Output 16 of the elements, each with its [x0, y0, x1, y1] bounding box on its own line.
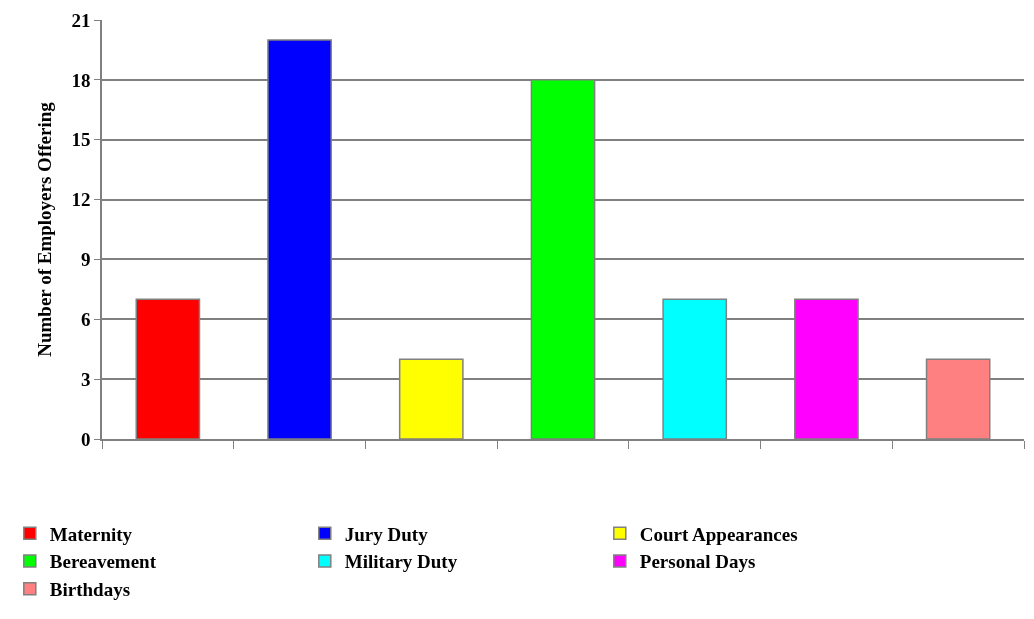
y-tick-label: 18 [71, 69, 91, 91]
legend-label: Maternity [49, 523, 133, 545]
y-tick-label: 3 [80, 368, 91, 390]
legend-label: Jury Duty [344, 523, 429, 545]
legend-label: Military Duty [344, 551, 458, 573]
legend-label: Birthdays [49, 579, 131, 601]
legend-label: Personal Days [639, 551, 756, 573]
y-tick-label: 21 [71, 9, 91, 31]
legend-label: Court Appearances [639, 523, 798, 545]
y-tick-label: 15 [71, 129, 91, 151]
y-tick-label: 6 [80, 308, 91, 330]
y-tick-label: 0 [80, 428, 91, 450]
legend-label: Bereavement [49, 551, 157, 573]
y-axis-title: Number of Employers Offering [33, 101, 55, 357]
y-tick-label: 9 [80, 249, 91, 271]
y-tick-label: 12 [71, 189, 91, 211]
